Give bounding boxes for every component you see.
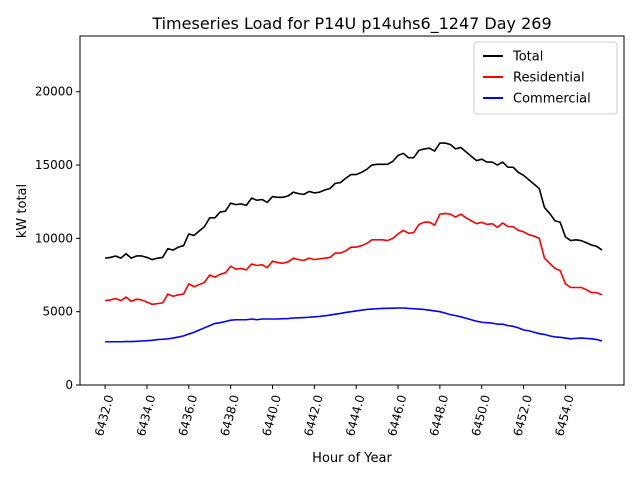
series-line-residential [104,212,603,306]
legend-label-total: Total [512,50,543,65]
chart-title: Timeseries Load for P14U p14uhs6_1247 Da… [151,14,551,34]
y-tick-label: 20000 [35,85,73,99]
y-tick-label: 10000 [35,231,73,245]
legend-label-residential: Residential [513,71,585,86]
y-axis-ticks: 0 5000 10000 15000 20000 [35,85,80,392]
series-layer [104,142,603,343]
y-tick-label: 15000 [35,158,73,172]
y-tick-label: 5000 [42,305,73,319]
legend-label-commercial: Commercial [513,92,591,107]
series-line-commercial [105,307,603,343]
x-axis-label: Hour of Year [312,451,392,466]
plot-area-frame [79,35,625,386]
legend: Total Residential Commercial [473,41,618,115]
legend-frame [473,41,618,115]
series-line-total [104,142,603,261]
y-tick-label: 0 [65,378,73,392]
y-axis-label: kW total [15,184,30,238]
